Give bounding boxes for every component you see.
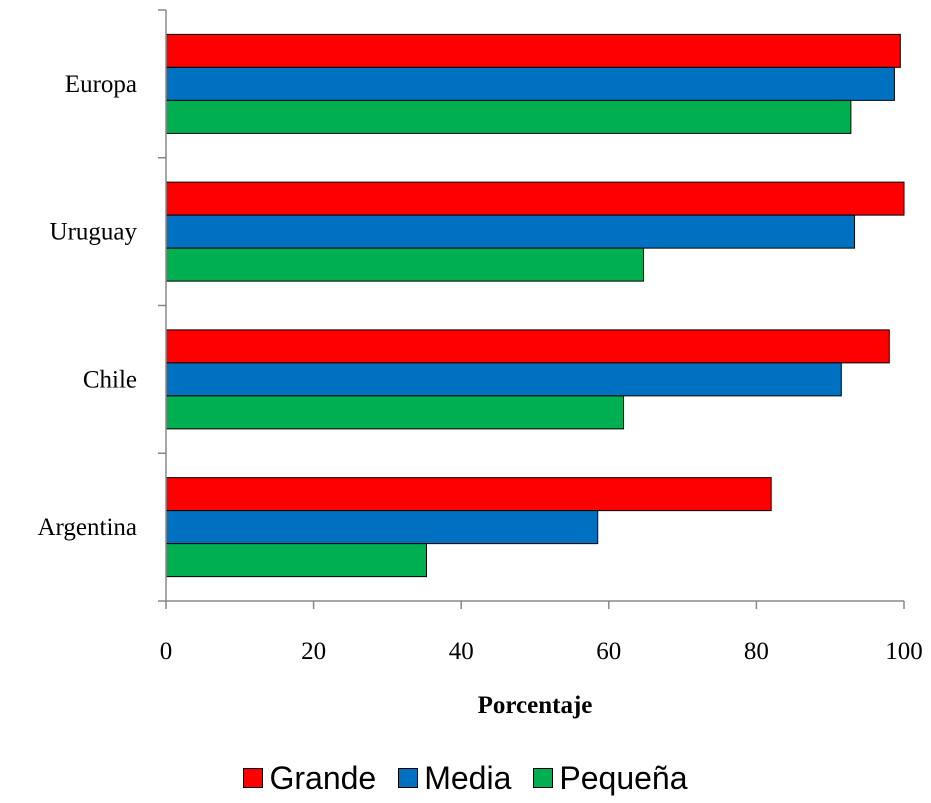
- bar-media-uruguay: [165, 214, 856, 249]
- bar-pequeña-chile: [165, 395, 625, 430]
- x-tick-label: 60: [596, 638, 621, 665]
- legend-item-pequeña: Pequeña: [533, 756, 688, 800]
- bars-group: [165, 33, 905, 578]
- legend-label: Media: [424, 760, 512, 796]
- bar-grande-europa: [165, 33, 901, 68]
- bar-pequeña-argentina: [165, 543, 428, 578]
- bar-grande-argentina: [165, 477, 772, 512]
- category-label: Uruguay: [50, 219, 138, 246]
- x-tick-label: 100: [885, 638, 923, 665]
- category-label: Europa: [65, 71, 137, 98]
- bar-grande-chile: [165, 329, 890, 364]
- legend-item-media: Media: [398, 756, 511, 800]
- x-axis-title: Porcentaje: [478, 692, 593, 719]
- axes-group: [158, 9, 905, 609]
- category-label: Argentina: [37, 514, 137, 541]
- legend-item-grande: Grande: [243, 756, 376, 800]
- bar-pequeña-uruguay: [165, 247, 644, 282]
- category-label: Chile: [83, 366, 137, 393]
- x-tick-label: 40: [449, 638, 474, 665]
- bar-grande-uruguay: [165, 181, 905, 216]
- x-tick-label: 0: [160, 638, 173, 665]
- labels-group: Argentina Chile Uruguay Europa 0 20 40 60 80 100: [37, 71, 922, 665]
- bar-pequeña-europa: [165, 99, 852, 134]
- legend-label: Grande: [269, 760, 377, 796]
- legend-swatch: [533, 768, 554, 788]
- bar-media-europa: [165, 66, 895, 101]
- legend-label: Pequeña: [559, 760, 688, 796]
- bar-media-chile: [165, 362, 842, 397]
- legend: Grande Media Pequeña: [0, 756, 931, 800]
- x-tick-label: 20: [301, 638, 326, 665]
- bar-media-argentina: [165, 510, 599, 545]
- x-tick-label: 80: [744, 638, 769, 665]
- legend-swatch: [398, 768, 419, 788]
- legend-swatch: [243, 768, 264, 788]
